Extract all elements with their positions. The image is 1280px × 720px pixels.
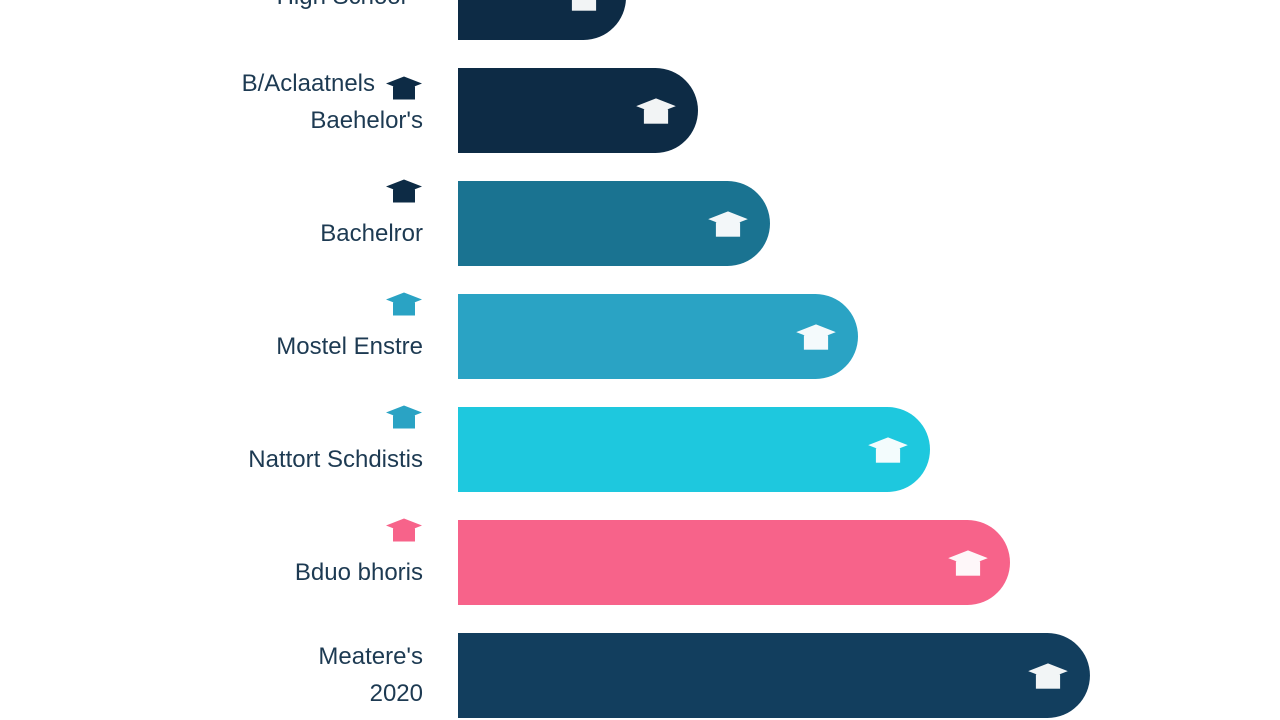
cap-base [803,335,829,350]
cap-icon [386,76,422,100]
cap-icon [796,324,836,350]
cap-top [636,98,676,114]
bar [458,294,859,379]
bar [458,407,930,492]
cap-icon [571,0,597,11]
cap-icon [868,437,908,463]
cap-top [948,550,988,566]
cap-base [571,0,597,11]
cap-base [643,109,669,124]
cap-base [875,448,901,463]
cap-icon [386,292,422,316]
bar [458,633,1090,718]
category-label: High School [277,0,406,10]
cap-icon [1028,663,1068,689]
category-label: Mostel Enstre [276,333,423,360]
bar [458,181,770,266]
cap-base [393,189,415,203]
bar [458,68,699,153]
cap-base [955,561,981,576]
cap-base [715,222,741,237]
category-label: Bachelror [320,220,423,247]
cap-icon [386,179,422,203]
bar [458,0,626,40]
cap-base [1035,674,1061,689]
cap-icon [386,405,422,429]
cap-top [708,211,748,227]
cap-base [393,528,415,542]
cap-icon [636,98,676,124]
cap-base [393,302,415,316]
cap-base [393,415,415,429]
cap-top [1028,663,1068,679]
cap-icon [708,211,748,237]
category-label: B/Aclaatnels [242,70,375,97]
bar [458,520,1010,605]
category-label: Bduo bhoris [295,559,423,586]
cap-icon [386,518,422,542]
cap-icon [948,550,988,576]
category-label: 2020 [370,680,423,707]
category-label: Nattort Schdistis [248,446,423,473]
category-label: Meatere's [318,643,423,670]
category-label: Baehelor's [310,107,423,134]
cap-base [393,86,415,100]
